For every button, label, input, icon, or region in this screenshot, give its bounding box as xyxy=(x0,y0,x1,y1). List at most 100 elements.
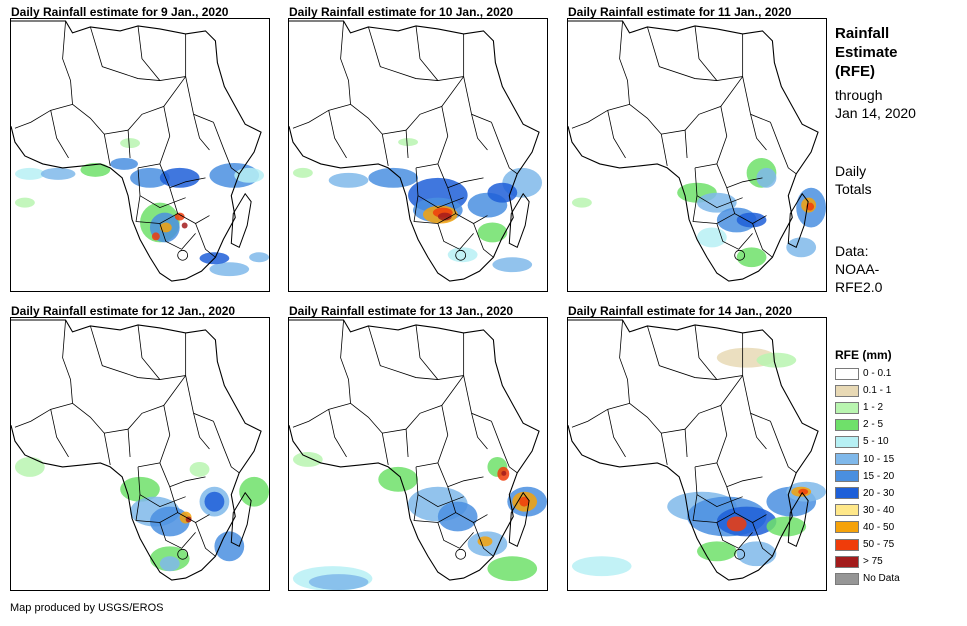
sidebar-title-line3: (RFE) xyxy=(835,63,875,80)
rainfall-area xyxy=(14,456,45,477)
country-border xyxy=(471,413,488,450)
africa-map xyxy=(11,20,269,282)
country-border xyxy=(169,187,210,224)
panel-title-jan14: Daily Rainfall estimate for 14 Jan., 202… xyxy=(568,304,793,318)
country-border xyxy=(692,195,735,224)
sidebar-title-line1: Rainfall xyxy=(835,25,890,42)
country-border xyxy=(62,319,73,404)
country-border xyxy=(742,375,771,422)
map-panel-jan10 xyxy=(288,18,548,292)
country-border xyxy=(716,462,763,488)
country-border xyxy=(350,403,389,465)
legend-label: 0.1 - 1 xyxy=(863,385,892,397)
lesotho-outline xyxy=(177,249,189,261)
legend-swatch xyxy=(835,367,859,380)
rainfall-area xyxy=(519,496,530,507)
rainfall-area xyxy=(174,212,185,221)
country-border xyxy=(463,76,492,123)
legend-item: 30 - 40 xyxy=(835,503,894,518)
country-border xyxy=(340,20,351,105)
country-border xyxy=(413,494,456,523)
legend-swatch xyxy=(835,384,859,397)
country-border xyxy=(328,409,347,458)
legend-swatch xyxy=(835,538,859,551)
country-border xyxy=(694,466,743,508)
rainfall-area xyxy=(120,138,140,149)
country-border xyxy=(159,163,206,189)
country-border xyxy=(14,402,73,428)
map-panel-jan9 xyxy=(10,18,270,292)
country-border xyxy=(14,103,73,129)
rainfall-area xyxy=(398,138,418,147)
country-border xyxy=(661,428,686,434)
lesotho-outline xyxy=(455,249,467,261)
rainfall-area xyxy=(447,247,478,263)
country-border xyxy=(135,494,178,523)
country-border xyxy=(137,106,171,169)
rainfall-area xyxy=(487,556,538,582)
country-border xyxy=(437,223,474,250)
rainfall-area xyxy=(716,506,777,537)
country-border xyxy=(405,76,464,159)
legend-label: 20 - 30 xyxy=(863,487,895,499)
rainfall-area xyxy=(501,470,507,476)
legend-swatch xyxy=(835,555,859,568)
country-border xyxy=(127,375,186,458)
legend-swatch xyxy=(835,504,859,517)
legend-swatch xyxy=(835,418,859,431)
country-border xyxy=(619,319,630,404)
legend-label: 50 - 75 xyxy=(863,539,895,550)
legend-item: 50 - 75 xyxy=(835,537,894,552)
country-border xyxy=(415,106,449,169)
legend-label: 0 - 0.1 xyxy=(863,368,892,379)
country-border xyxy=(726,486,767,523)
rainfall-area xyxy=(736,212,767,228)
sidebar-totals: Daily Totals xyxy=(835,162,872,198)
country-border xyxy=(72,104,111,166)
rainfall-area xyxy=(756,352,797,368)
country-border xyxy=(629,403,668,465)
country-border xyxy=(716,223,753,250)
rainfall-area xyxy=(437,501,478,532)
country-border xyxy=(471,114,488,151)
country-border xyxy=(692,494,735,523)
legend-label: 10 - 15 xyxy=(863,453,895,465)
rainfall-area xyxy=(571,556,632,577)
rainfall-area xyxy=(736,541,777,567)
africa-map xyxy=(289,20,543,282)
africa-map xyxy=(568,319,826,581)
country-border xyxy=(368,26,438,81)
country-border xyxy=(137,324,187,380)
madagascar-outline xyxy=(508,491,530,548)
rainfall-area xyxy=(130,167,170,188)
country-border xyxy=(684,76,743,159)
legend-swatch xyxy=(835,572,859,585)
panel-title-jan10: Daily Rainfall estimate for 10 Jan., 202… xyxy=(289,5,514,19)
country-border xyxy=(661,129,686,135)
legend-title: RFE (mm) xyxy=(835,348,892,362)
country-border xyxy=(104,428,129,434)
country-border xyxy=(405,375,464,458)
africa-map xyxy=(568,20,826,282)
country-border xyxy=(413,195,456,224)
country-border xyxy=(292,402,351,428)
legend-item: 5 - 10 xyxy=(835,434,889,449)
rainfall-area xyxy=(292,167,313,178)
legend-item: 1 - 2 xyxy=(835,400,883,415)
coastline xyxy=(568,20,819,282)
sidebar-through-date: Jan 14, 2020 xyxy=(835,105,916,121)
legend-label: 30 - 40 xyxy=(863,504,895,516)
country-border xyxy=(770,421,797,474)
country-border xyxy=(647,26,717,81)
country-border xyxy=(382,428,407,434)
coastline xyxy=(568,319,819,581)
country-border xyxy=(694,167,743,209)
country-border xyxy=(437,462,484,488)
legend-item: 20 - 30 xyxy=(835,486,894,501)
country-border xyxy=(684,375,743,458)
legend-label: 1 - 2 xyxy=(863,402,884,414)
rainfall-area xyxy=(292,452,323,467)
country-border xyxy=(571,103,630,129)
legend-item: 0.1 - 1 xyxy=(835,383,891,398)
